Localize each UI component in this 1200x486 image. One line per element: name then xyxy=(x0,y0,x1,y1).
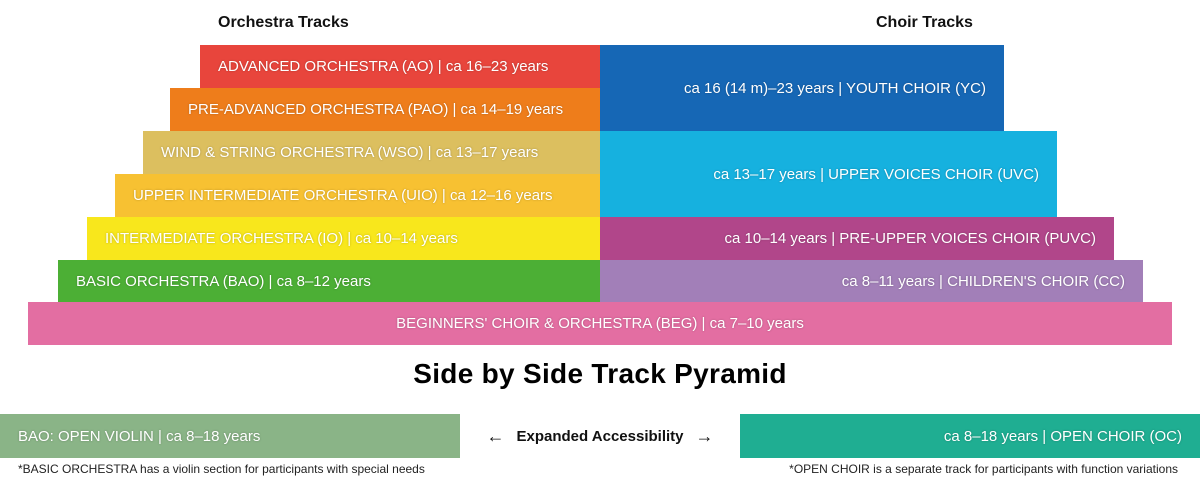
track-beginners: BEGINNERS' CHOIR & ORCHESTRA (BEG) | ca … xyxy=(28,302,1172,345)
track-upper-intermediate-orchestra: UPPER INTERMEDIATE ORCHESTRA (UIO) | ca … xyxy=(115,174,600,217)
track-pre-upper-voices-choir: ca 10–14 years | PRE-UPPER VOICES CHOIR … xyxy=(600,217,1114,260)
arrow-left-icon: ← xyxy=(486,425,505,446)
orchestra-tracks-heading: Orchestra Tracks xyxy=(218,14,349,31)
arrow-right-icon: → xyxy=(695,425,714,446)
track-wind-string-orchestra: WIND & STRING ORCHESTRA (WSO) | ca 13–17… xyxy=(143,131,600,174)
track-basic-orchestra: BASIC ORCHESTRA (BAO) | ca 8–12 years xyxy=(58,260,600,302)
track-pre-advanced-orchestra: PRE-ADVANCED ORCHESTRA (PAO) | ca 14–19 … xyxy=(170,88,600,131)
track-open-choir: ca 8–18 years | OPEN CHOIR (OC) xyxy=(740,414,1200,458)
choir-tracks-heading: Choir Tracks xyxy=(876,14,973,31)
track-open-violin: BAO: OPEN VIOLIN | ca 8–18 years xyxy=(0,414,460,458)
track-advanced-orchestra: ADVANCED ORCHESTRA (AO) | ca 16–23 years xyxy=(200,45,600,88)
track-childrens-choir: ca 8–11 years | CHILDREN'S CHOIR (CC) xyxy=(600,260,1143,302)
track-youth-choir: ca 16 (14 m)–23 years | YOUTH CHOIR (YC) xyxy=(600,45,1004,131)
note-open-choir: *OPEN CHOIR is a separate track for part… xyxy=(789,462,1178,476)
track-intermediate-orchestra: INTERMEDIATE ORCHESTRA (IO) | ca 10–14 y… xyxy=(87,217,600,260)
note-basic-orchestra: *BASIC ORCHESTRA has a violin section fo… xyxy=(18,462,425,476)
track-upper-voices-choir: ca 13–17 years | UPPER VOICES CHOIR (UVC… xyxy=(600,131,1057,217)
expanded-accessibility: ← Expanded Accessibility → xyxy=(460,414,740,458)
expanded-accessibility-label: Expanded Accessibility xyxy=(516,427,684,445)
diagram-title: Side by Side Track Pyramid xyxy=(413,358,787,389)
